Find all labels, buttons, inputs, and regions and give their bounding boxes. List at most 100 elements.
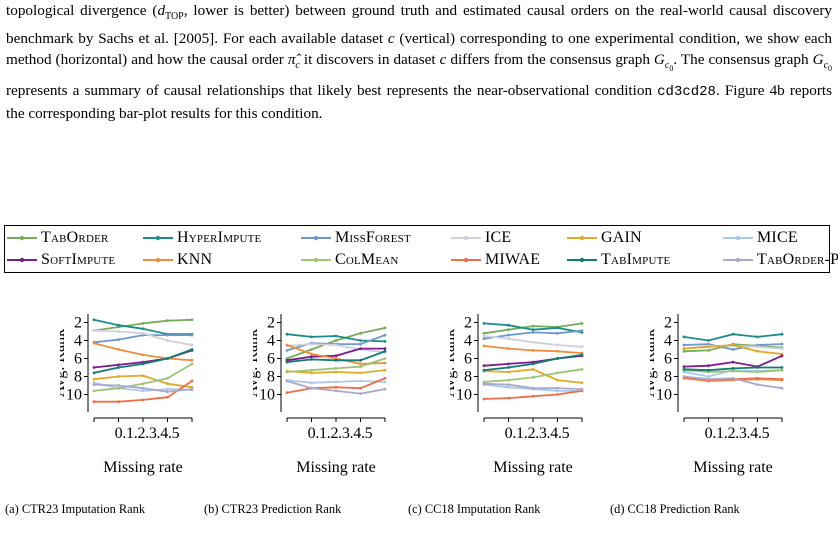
legend-swatch-icon	[451, 257, 481, 263]
data-point	[310, 371, 313, 375]
data-point	[580, 353, 584, 357]
data-point	[190, 358, 194, 362]
data-point	[383, 340, 387, 343]
x-axis-label: Missing rate	[693, 459, 773, 476]
caption-a: (a) CTR23 Imputation Rank	[5, 502, 146, 516]
data-point	[117, 386, 120, 390]
data-point	[482, 364, 486, 368]
data-point	[141, 386, 145, 390]
data-point	[682, 349, 686, 353]
data-point	[141, 322, 145, 325]
data-point	[780, 366, 784, 369]
math-sub: c	[295, 60, 300, 72]
data-point	[310, 348, 313, 351]
legend-swatch-icon	[301, 257, 331, 263]
data-point	[117, 363, 120, 367]
data-point	[92, 371, 96, 375]
data-point	[166, 390, 169, 394]
data-point	[117, 366, 120, 369]
math-G: G	[812, 51, 824, 69]
data-point	[556, 378, 559, 382]
math-sub: c	[664, 60, 670, 72]
data-point	[190, 343, 194, 347]
data-point	[531, 362, 535, 366]
data-point	[92, 383, 96, 386]
data-point	[383, 368, 387, 372]
data-point	[531, 349, 535, 352]
data-point	[334, 354, 338, 358]
data-point	[334, 367, 338, 370]
x-tick-labels: 0.1.2.3.4.5	[308, 425, 373, 442]
text-fragment: . Figure 4b reports the corresponding ba…	[6, 81, 833, 123]
data-point	[334, 343, 338, 347]
data-point	[141, 382, 145, 386]
data-point	[556, 371, 559, 375]
data-point	[531, 394, 535, 398]
data-point	[383, 380, 387, 384]
data-point	[285, 379, 289, 383]
legend-swatch-icon	[567, 257, 597, 263]
legend-swatch-icon	[567, 235, 597, 241]
data-point	[117, 375, 120, 378]
data-point	[383, 376, 387, 380]
data-point	[556, 393, 559, 396]
data-point	[756, 383, 759, 386]
data-point	[359, 392, 362, 395]
legend-label: TabImpute	[601, 251, 671, 268]
data-point	[482, 397, 486, 401]
legend-entry: HyperImpute	[143, 227, 261, 249]
legend-entry: TabOrder-Pre	[723, 249, 838, 271]
legend-entry: MissForest	[301, 227, 411, 249]
legend-swatch-icon	[723, 235, 753, 241]
data-point	[141, 327, 145, 331]
y-tick-label: 6	[664, 351, 672, 368]
data-point	[682, 365, 686, 368]
data-point	[780, 377, 784, 381]
data-point	[482, 322, 486, 325]
data-point	[756, 345, 759, 349]
data-point	[556, 331, 559, 335]
data-point	[285, 332, 289, 336]
data-point	[731, 343, 735, 347]
data-point	[334, 380, 338, 384]
data-point	[731, 332, 735, 336]
legend-label: GAIN	[601, 229, 642, 246]
data-point	[92, 318, 96, 322]
data-point	[731, 367, 735, 370]
data-point	[359, 342, 362, 346]
data-point	[531, 386, 535, 390]
legend-label: MICE	[757, 229, 798, 246]
data-point	[756, 335, 759, 339]
data-point	[507, 378, 510, 382]
legend-swatch-icon	[7, 257, 37, 263]
data-point	[556, 343, 559, 347]
data-point	[190, 387, 194, 391]
text-fragment: the causal order	[187, 51, 288, 69]
caption-b: (b) CTR23 Prediction Rank	[204, 502, 342, 516]
data-point	[383, 333, 387, 337]
data-point	[756, 366, 759, 369]
data-point	[580, 367, 584, 371]
legend-label: MIWAE	[485, 251, 541, 268]
legend-swatch-icon	[301, 235, 331, 241]
legend-entry: GAIN	[567, 227, 642, 249]
data-point	[92, 329, 96, 332]
text-fragment: topological divergence (	[6, 2, 158, 19]
data-point	[285, 349, 289, 352]
data-point	[117, 338, 120, 341]
data-point	[285, 370, 289, 374]
legend-label: ColMean	[335, 251, 399, 268]
data-point	[482, 382, 486, 386]
data-point	[166, 395, 169, 399]
data-point	[359, 331, 362, 335]
y-tick-label: 2	[74, 315, 82, 332]
math-c: c	[387, 29, 395, 47]
caption-c: (c) CC18 Imputation Rank	[408, 502, 541, 516]
data-point	[682, 347, 686, 350]
y-tick-label: 8	[464, 369, 472, 386]
text-fragment: represents a summary of causal relations…	[6, 81, 590, 99]
data-point	[141, 353, 145, 357]
data-point	[731, 348, 735, 351]
data-point	[310, 358, 313, 361]
